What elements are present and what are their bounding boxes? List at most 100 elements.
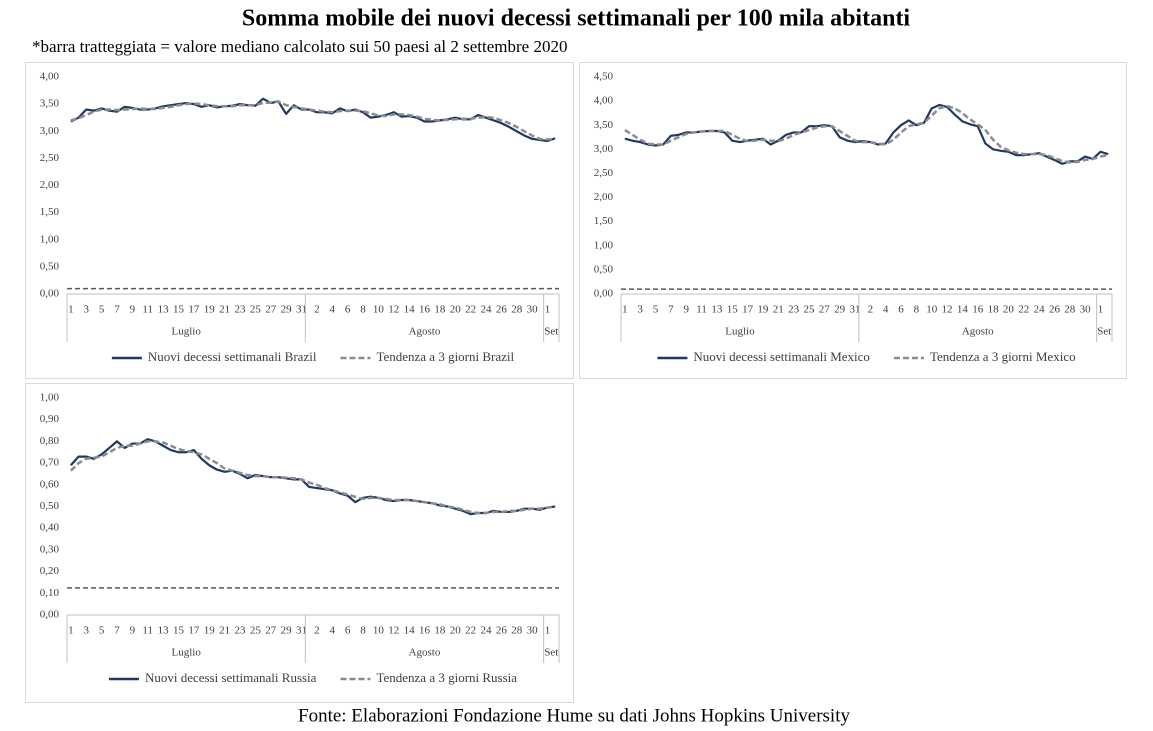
- y-tick-label: 2,50: [594, 167, 614, 179]
- y-tick-label: 0,00: [40, 609, 60, 621]
- source: Fonte: Elaborazioni Fondazione Hume su d…: [298, 705, 850, 726]
- x-tick-label: 18: [988, 304, 1000, 316]
- x-tick-label: 23: [234, 304, 246, 316]
- x-tick-label: 19: [204, 304, 216, 316]
- x-tick-label: 13: [711, 304, 723, 316]
- panel: [579, 62, 1127, 379]
- x-tick-label: 16: [419, 304, 431, 316]
- y-tick-label: 1,00: [40, 233, 60, 245]
- x-tick-label: 31: [849, 304, 860, 316]
- group-label: Agosto: [409, 647, 441, 659]
- y-tick-label: 1,50: [594, 215, 614, 227]
- x-tick-label: 10: [373, 304, 385, 316]
- legend-label: Tendenza a 3 giorni Mexico: [930, 349, 1076, 364]
- group-label: Set: [544, 647, 558, 659]
- x-tick-label: 15: [727, 304, 739, 316]
- x-tick-label: 7: [114, 304, 120, 316]
- x-tick-label: 11: [696, 304, 707, 316]
- x-tick-label: 16: [972, 304, 984, 316]
- x-tick-label: 24: [1034, 304, 1046, 316]
- y-tick-label: 0,50: [594, 263, 614, 275]
- y-tick-label: 0,80: [40, 435, 60, 447]
- x-tick-label: 1: [545, 304, 551, 316]
- x-tick-label: 30: [527, 625, 539, 637]
- y-tick-label: 3,50: [40, 98, 60, 110]
- y-tick-label: 0,10: [40, 587, 60, 599]
- x-tick-label: 26: [1049, 304, 1061, 316]
- page-title: Somma mobile dei nuovi decessi settimana…: [242, 6, 911, 32]
- x-tick-label: 8: [360, 625, 366, 637]
- x-tick-label: 29: [281, 304, 293, 316]
- x-tick-label: 14: [404, 304, 416, 316]
- x-tick-label: 1: [1098, 304, 1104, 316]
- series-line: [624, 104, 1109, 164]
- x-tick-label: 27: [265, 304, 277, 316]
- y-tick-label: 0,50: [40, 260, 60, 272]
- x-tick-label: 11: [142, 625, 153, 637]
- x-tick-label: 10: [926, 304, 938, 316]
- group-label: Luglio: [171, 647, 201, 659]
- x-tick-label: 26: [496, 625, 508, 637]
- y-tick-label: 0,60: [40, 478, 60, 490]
- x-tick-label: 20: [450, 304, 462, 316]
- panel: [25, 62, 574, 379]
- x-tick-label: 23: [788, 304, 800, 316]
- x-tick-label: 2: [314, 625, 320, 637]
- legend-label: Nuovi decessi settimanali Russia: [145, 670, 317, 685]
- y-tick-label: 1,00: [594, 239, 614, 251]
- x-tick-label: 24: [480, 625, 492, 637]
- x-tick-label: 14: [957, 304, 969, 316]
- x-tick-label: 21: [773, 304, 784, 316]
- y-tick-label: 1,50: [40, 206, 60, 218]
- x-tick-label: 2: [868, 304, 874, 316]
- group-label: Luglio: [171, 326, 201, 338]
- x-tick-label: 1: [68, 304, 74, 316]
- x-tick-label: 27: [265, 625, 277, 637]
- group-label: Agosto: [962, 326, 994, 338]
- x-tick-label: 24: [480, 304, 492, 316]
- x-tick-label: 6: [345, 625, 351, 637]
- x-tick-label: 3: [83, 304, 89, 316]
- x-tick-label: 20: [1003, 304, 1015, 316]
- x-tick-label: 17: [188, 625, 200, 637]
- x-tick-label: 6: [898, 304, 904, 316]
- x-tick-label: 22: [465, 625, 476, 637]
- y-tick-label: 2,00: [594, 191, 614, 203]
- legend-label: Nuovi decessi settimanali Mexico: [693, 349, 870, 364]
- y-tick-label: 4,00: [40, 71, 60, 83]
- x-tick-label: 16: [419, 625, 431, 637]
- x-tick-label: 18: [434, 625, 446, 637]
- x-tick-label: 17: [188, 304, 200, 316]
- x-tick-label: 29: [281, 625, 293, 637]
- group-label: Set: [1097, 326, 1111, 338]
- x-tick-label: 4: [883, 304, 889, 316]
- legend-label: Nuovi decessi settimanali Brazil: [148, 349, 317, 364]
- x-tick-label: 13: [158, 625, 170, 637]
- x-tick-label: 30: [527, 304, 539, 316]
- subtitle: *barra tratteggiata = valore mediano cal…: [32, 37, 567, 56]
- x-tick-label: 5: [99, 304, 105, 316]
- x-tick-label: 15: [173, 304, 185, 316]
- legend-label: Tendenza a 3 giorni Brazil: [376, 349, 514, 364]
- x-tick-label: 9: [130, 304, 136, 316]
- x-tick-label: 11: [142, 304, 153, 316]
- x-tick-label: 29: [834, 304, 846, 316]
- x-tick-label: 7: [114, 625, 120, 637]
- x-tick-label: 31: [296, 625, 307, 637]
- x-tick-label: 25: [803, 304, 815, 316]
- x-tick-label: 21: [219, 625, 230, 637]
- series-line: [69, 440, 556, 515]
- y-tick-label: 4,50: [594, 71, 614, 83]
- x-tick-label: 4: [329, 625, 335, 637]
- x-tick-label: 22: [1018, 304, 1029, 316]
- y-tick-label: 0,20: [40, 565, 60, 577]
- y-tick-label: 0,50: [40, 500, 60, 512]
- x-tick-label: 25: [250, 304, 262, 316]
- y-tick-label: 3,50: [594, 119, 614, 131]
- x-tick-label: 21: [219, 304, 230, 316]
- x-tick-label: 22: [465, 304, 476, 316]
- group-label: Luglio: [725, 326, 755, 338]
- x-tick-label: 12: [388, 625, 399, 637]
- y-tick-label: 2,00: [40, 179, 60, 191]
